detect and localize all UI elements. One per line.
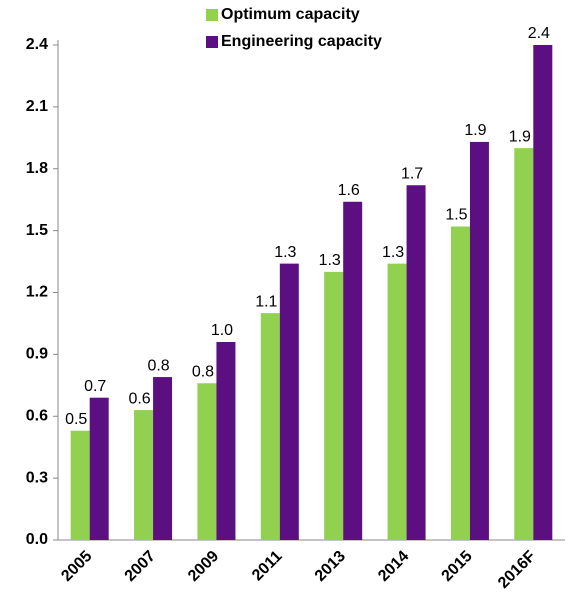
bar: [89, 397, 109, 540]
value-label: 0.8: [147, 357, 169, 374]
x-tick-label: 2014: [375, 548, 412, 585]
bar: [533, 45, 553, 540]
value-label: 1.1: [255, 293, 277, 310]
legend-swatch: [206, 36, 218, 48]
bar: [134, 410, 154, 540]
bar: [343, 201, 363, 540]
bar: [260, 313, 280, 540]
bar: [469, 141, 489, 540]
x-tick-label: 2011: [249, 548, 286, 585]
value-label: 1.3: [274, 244, 296, 261]
bar: [197, 383, 217, 540]
value-label: 1.0: [211, 322, 233, 339]
legend-label: Optimum capacity: [221, 6, 360, 23]
y-tick-label: 1.8: [26, 160, 48, 177]
bar: [406, 185, 426, 540]
value-label: 0.6: [128, 390, 150, 407]
value-label: 0.7: [84, 378, 106, 395]
value-label: 1.6: [338, 182, 360, 199]
x-tick-label: 2015: [439, 548, 476, 585]
value-label: 1.5: [445, 207, 467, 224]
bar: [216, 342, 236, 540]
bar: [387, 263, 407, 540]
value-label: 1.7: [401, 165, 423, 182]
y-tick-label: 0.9: [26, 346, 48, 363]
x-tick-label: 2009: [185, 548, 222, 585]
bar: [279, 263, 299, 540]
bar: [450, 226, 470, 540]
value-label: 0.5: [65, 411, 87, 428]
value-label: 2.4: [528, 25, 550, 42]
value-label: 1.3: [382, 244, 404, 261]
x-tick-label: 2013: [312, 548, 349, 585]
legend-label: Engineering capacity: [221, 33, 382, 50]
bar: [514, 148, 534, 540]
y-tick-label: 1.2: [26, 284, 48, 301]
y-tick-label: 0.0: [26, 531, 48, 548]
x-tick-label: 2007: [122, 548, 159, 585]
value-label: 1.9: [464, 122, 486, 139]
bar: [324, 271, 344, 540]
value-label: 1.9: [509, 128, 531, 145]
y-tick-label: 2.4: [26, 36, 48, 53]
x-tick-label: 2016F: [495, 548, 539, 592]
bar: [153, 377, 173, 540]
value-label: 0.8: [192, 363, 214, 380]
y-tick-label: 0.6: [26, 407, 48, 424]
y-tick-label: 0.3: [26, 469, 48, 486]
bar: [70, 430, 90, 540]
value-label: 1.3: [319, 252, 341, 269]
y-tick-label: 1.5: [26, 222, 48, 239]
y-tick-label: 2.1: [26, 98, 48, 115]
legend-swatch: [206, 9, 218, 21]
x-tick-label: 2005: [58, 548, 95, 585]
